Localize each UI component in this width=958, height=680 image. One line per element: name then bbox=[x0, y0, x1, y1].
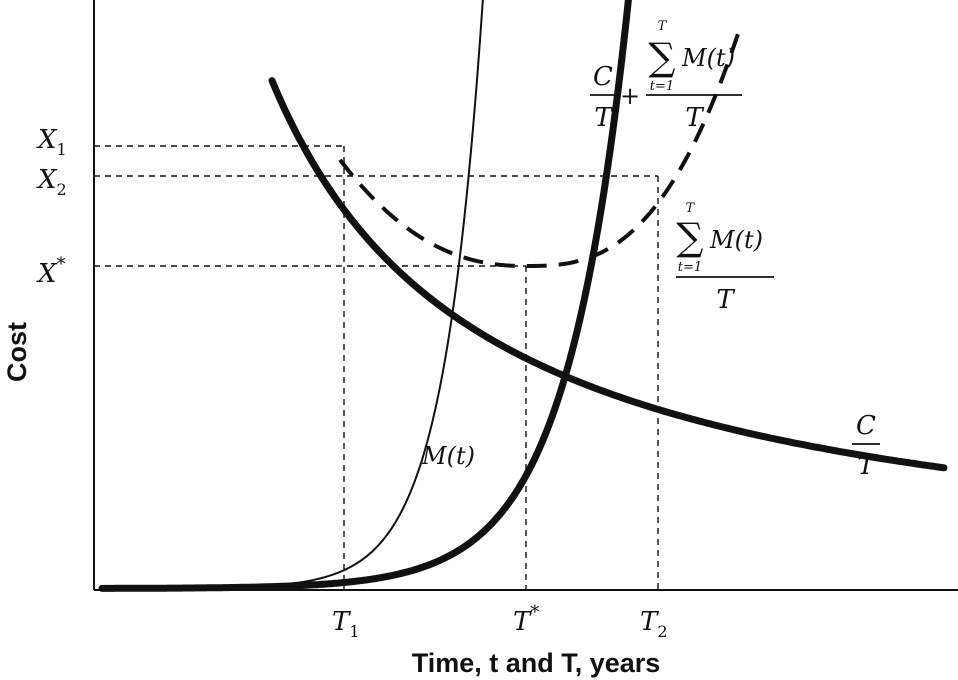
label-avg-sum-top: T bbox=[686, 201, 696, 216]
label-total-plus: + bbox=[620, 82, 640, 110]
label-total-sigma: ∑ bbox=[648, 35, 675, 79]
y-axis-title: Cost bbox=[2, 322, 32, 382]
label-total-term: M(t) bbox=[681, 44, 735, 72]
y-tick-x1: X1 bbox=[36, 125, 67, 159]
series-total-line bbox=[338, 27, 742, 268]
series-avg-line bbox=[98, 0, 632, 592]
reference-lines bbox=[94, 145, 659, 590]
x-axis-title: Time, t and T, years bbox=[412, 648, 661, 678]
label-total-c: C bbox=[593, 62, 613, 92]
label-total: C T + T ∑ t=1 M(t) T bbox=[590, 19, 742, 133]
series-ct-line bbox=[268, 77, 948, 472]
label-avg-den: T bbox=[716, 285, 735, 315]
label-avg-sum-bottom: t=1 bbox=[678, 260, 702, 275]
label-avg: T ∑ t=1 M(t) T bbox=[676, 201, 774, 315]
label-ct-num: C bbox=[856, 411, 876, 441]
y-tick-x2: X2 bbox=[36, 165, 67, 199]
x-tick-t1: T1 bbox=[332, 607, 360, 641]
x-tick-t2: T2 bbox=[640, 607, 668, 641]
label-ct: C T bbox=[852, 411, 880, 481]
label-m: M(t) bbox=[421, 442, 475, 470]
label-avg-sigma: ∑ bbox=[676, 215, 703, 259]
label-total-den: T bbox=[685, 103, 704, 133]
label-total-sum-top: T bbox=[658, 19, 668, 34]
series-m-line bbox=[102, 0, 484, 590]
x-tick-tstar: T* bbox=[513, 602, 539, 637]
y-tick-xstar: X* bbox=[36, 254, 66, 289]
label-avg-term: M(t) bbox=[709, 226, 763, 254]
label-total-t-left: T bbox=[594, 103, 613, 133]
label-ct-den: T bbox=[857, 451, 876, 481]
label-total-sum-bottom: t=1 bbox=[650, 79, 674, 94]
